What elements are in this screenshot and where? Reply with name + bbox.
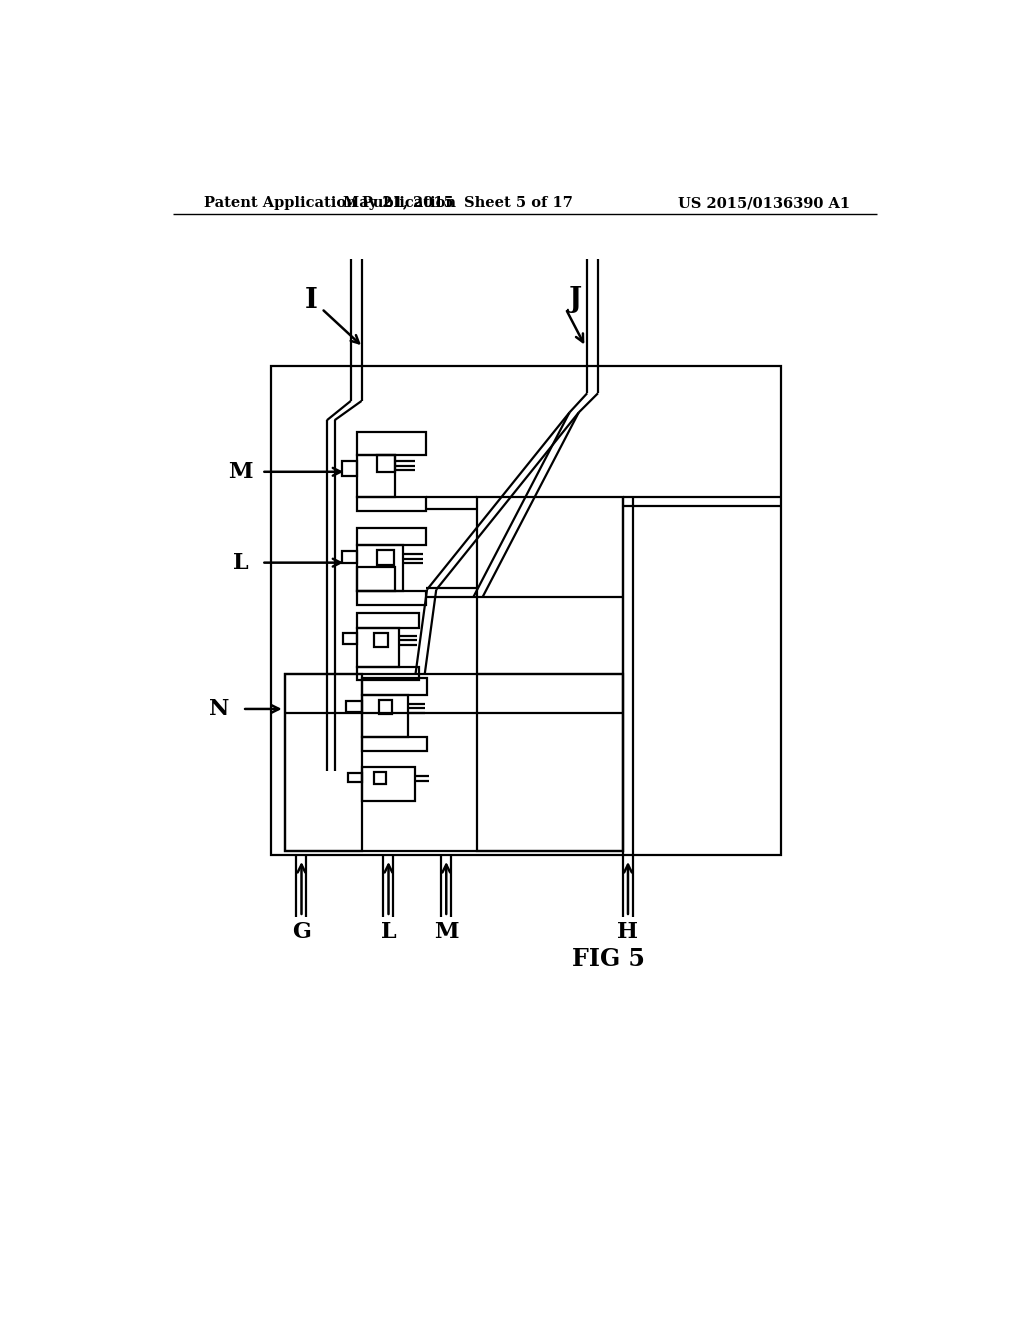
Text: M: M <box>434 921 459 944</box>
Bar <box>374 772 386 784</box>
Bar <box>343 634 357 644</box>
Bar <box>357 455 395 498</box>
Bar <box>377 549 394 565</box>
Text: J: J <box>569 286 583 313</box>
Bar <box>361 738 427 751</box>
Bar <box>357 591 426 605</box>
Bar <box>357 667 419 681</box>
Text: H: H <box>617 921 639 944</box>
Text: L: L <box>232 552 249 574</box>
Bar <box>361 696 408 738</box>
Bar <box>357 628 399 667</box>
Bar <box>357 498 426 511</box>
Bar <box>348 774 361 781</box>
Text: G: G <box>292 921 311 944</box>
Bar <box>374 632 388 647</box>
Text: I: I <box>305 288 317 314</box>
Bar <box>342 461 357 477</box>
Text: Patent Application Publication: Patent Application Publication <box>204 197 456 210</box>
Bar <box>477 498 624 851</box>
Bar <box>346 701 361 711</box>
Text: N: N <box>209 698 229 719</box>
Bar <box>342 552 357 564</box>
Bar <box>361 678 427 696</box>
Bar <box>285 675 624 851</box>
Bar <box>377 455 395 471</box>
Text: May 21, 2015  Sheet 5 of 17: May 21, 2015 Sheet 5 of 17 <box>343 197 572 210</box>
Bar <box>285 675 361 851</box>
Bar <box>379 700 392 714</box>
Text: FIG 5: FIG 5 <box>571 948 644 972</box>
Text: M: M <box>228 461 253 483</box>
Text: L: L <box>381 921 396 944</box>
Bar <box>357 528 426 545</box>
Text: US 2015/0136390 A1: US 2015/0136390 A1 <box>678 197 851 210</box>
Bar <box>357 566 395 591</box>
Bar <box>357 432 426 455</box>
Bar <box>361 767 416 801</box>
Bar <box>357 545 403 591</box>
Bar <box>271 367 781 855</box>
Bar <box>357 612 419 628</box>
